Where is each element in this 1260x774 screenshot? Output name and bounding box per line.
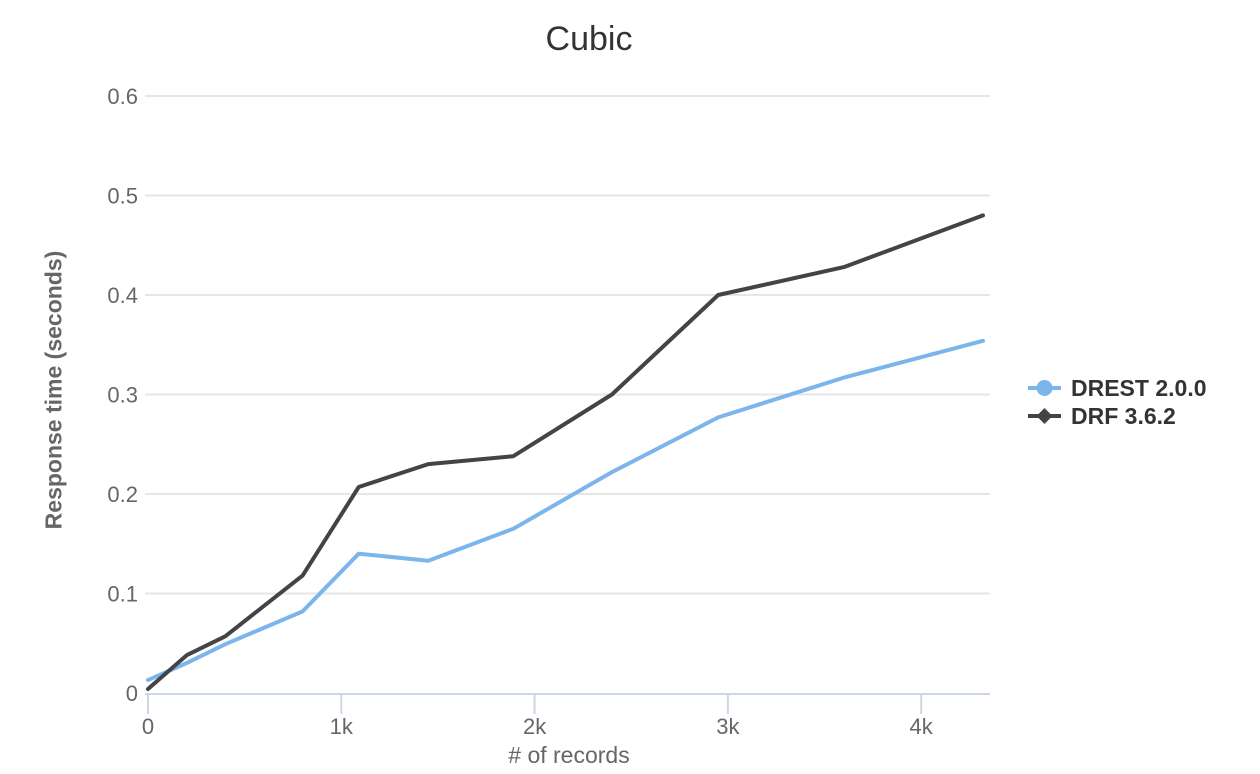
legend-item-drest[interactable]: DREST 2.0.0 bbox=[1026, 374, 1207, 402]
legend-label-drf: DRF 3.6.2 bbox=[1071, 403, 1176, 429]
y-tick-label: 0.4 bbox=[107, 283, 138, 308]
x-tick-label: 3k bbox=[716, 714, 740, 739]
legend-diamond-marker bbox=[1036, 408, 1053, 424]
y-tick-label: 0.2 bbox=[107, 482, 138, 507]
series-line-1[interactable] bbox=[146, 213, 985, 691]
chart-title: Cubic bbox=[545, 20, 633, 58]
legend-circle-marker bbox=[1036, 380, 1053, 396]
legend-marker-diamond-icon bbox=[1028, 408, 1061, 424]
x-tick-label: 2k bbox=[523, 714, 547, 739]
legend: DREST 2.0.0 DRF 3.6.2 bbox=[1026, 374, 1207, 430]
legend-item-drf[interactable]: DRF 3.6.2 bbox=[1026, 402, 1207, 430]
x-tick-label: 0 bbox=[142, 714, 154, 739]
y-tick-label: 0.3 bbox=[107, 383, 138, 408]
y-tick-label: 0.1 bbox=[107, 582, 138, 607]
y-tick-label: 0.6 bbox=[107, 84, 138, 109]
legend-label-drest: DREST 2.0.0 bbox=[1071, 375, 1207, 401]
x-tick-label: 1k bbox=[330, 714, 354, 739]
y-tick-label: 0 bbox=[126, 681, 138, 706]
x-axis-title: # of records bbox=[508, 742, 630, 768]
series-line-0[interactable] bbox=[146, 338, 985, 683]
x-tick-label: 4k bbox=[910, 714, 934, 739]
legend-marker-circle-icon bbox=[1028, 380, 1061, 396]
y-tick-label: 0.5 bbox=[107, 184, 138, 209]
